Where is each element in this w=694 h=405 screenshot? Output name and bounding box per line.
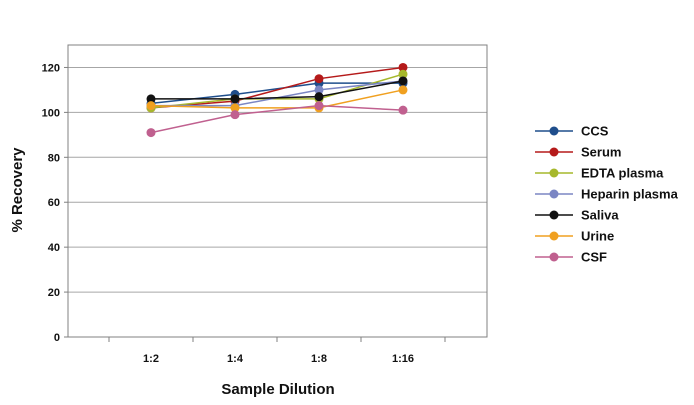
legend-item-serum: Serum — [535, 145, 621, 160]
legend-marker — [549, 210, 559, 220]
legend-label: Heparin plasma — [581, 187, 679, 202]
legend-label: Saliva — [581, 208, 619, 223]
y-tick-label: 40 — [48, 242, 60, 254]
data-point-csf — [398, 105, 408, 115]
legend-marker — [549, 252, 559, 262]
data-point-serum — [398, 62, 408, 72]
data-point-csf — [314, 101, 324, 111]
x-tick-label: 1:8 — [311, 353, 327, 365]
data-point-heparin-plasma — [314, 85, 324, 95]
data-point-saliva — [230, 94, 240, 104]
series-line-heparin-plasma — [151, 80, 404, 107]
data-point-edta-plasma — [398, 69, 408, 79]
y-tick-label: 20 — [48, 287, 60, 299]
y-tick-label: 120 — [42, 62, 60, 74]
legend-label: Serum — [581, 145, 621, 160]
series-csf — [146, 101, 408, 138]
data-point-csf — [230, 110, 240, 120]
y-tick-label: 0 — [54, 332, 60, 344]
x-tick-label: 1:4 — [227, 353, 244, 365]
series-line-serum — [150, 66, 404, 109]
legend-label: EDTA plasma — [581, 166, 664, 181]
series-line-ccs — [150, 82, 403, 105]
legend-label: Urine — [581, 229, 614, 244]
legend-item-urine: Urine — [535, 229, 614, 244]
data-point-urine — [230, 103, 240, 113]
legend-item-csf: CSF — [535, 250, 607, 265]
data-point-urine — [398, 85, 408, 95]
legend-item-saliva: Saliva — [535, 208, 619, 223]
x-tick-label: 1:2 — [143, 353, 159, 365]
x-axis-title: Sample Dilution — [221, 381, 334, 398]
data-point-saliva — [146, 94, 156, 104]
series-group — [146, 62, 408, 138]
series-line-saliva — [151, 80, 404, 100]
legend-item-ccs: CCS — [535, 124, 609, 139]
y-tick-label: 60 — [48, 197, 60, 209]
axes: 0 20 40 60 80 100 120 1:2 1:4 1:8 1:16 — [42, 44, 488, 365]
data-point-saliva — [398, 76, 408, 86]
legend-marker — [549, 189, 559, 199]
y-axis-title: % Recovery — [9, 147, 26, 233]
series-saliva — [146, 76, 408, 104]
legend-label: CSF — [581, 250, 607, 265]
x-tick-label: 1:16 — [392, 353, 414, 365]
y-tick-label: 80 — [48, 152, 60, 164]
grid-lines — [68, 66, 487, 293]
data-point-saliva — [314, 92, 324, 102]
legend-label: CCS — [581, 124, 609, 139]
data-point-csf — [146, 128, 156, 138]
data-point-serum — [314, 74, 324, 84]
legend-marker — [549, 147, 559, 157]
series-line-edta-plasma — [150, 73, 404, 109]
series-heparin-plasma — [146, 76, 408, 111]
legend-marker — [549, 168, 559, 178]
legend: CCS Serum EDTA plasma Heparin plasma Saliva U… — [535, 124, 679, 265]
legend-item-edta-plasma: EDTA plasma — [535, 166, 664, 181]
data-point-urine — [146, 101, 156, 111]
legend-item-heparin-plasma: Heparin plasma — [535, 187, 679, 202]
legend-marker — [549, 231, 559, 241]
series-line-csf — [150, 104, 404, 134]
legend-marker — [549, 126, 559, 136]
series-line-urine — [150, 89, 404, 109]
y-tick-label: 100 — [42, 107, 60, 119]
